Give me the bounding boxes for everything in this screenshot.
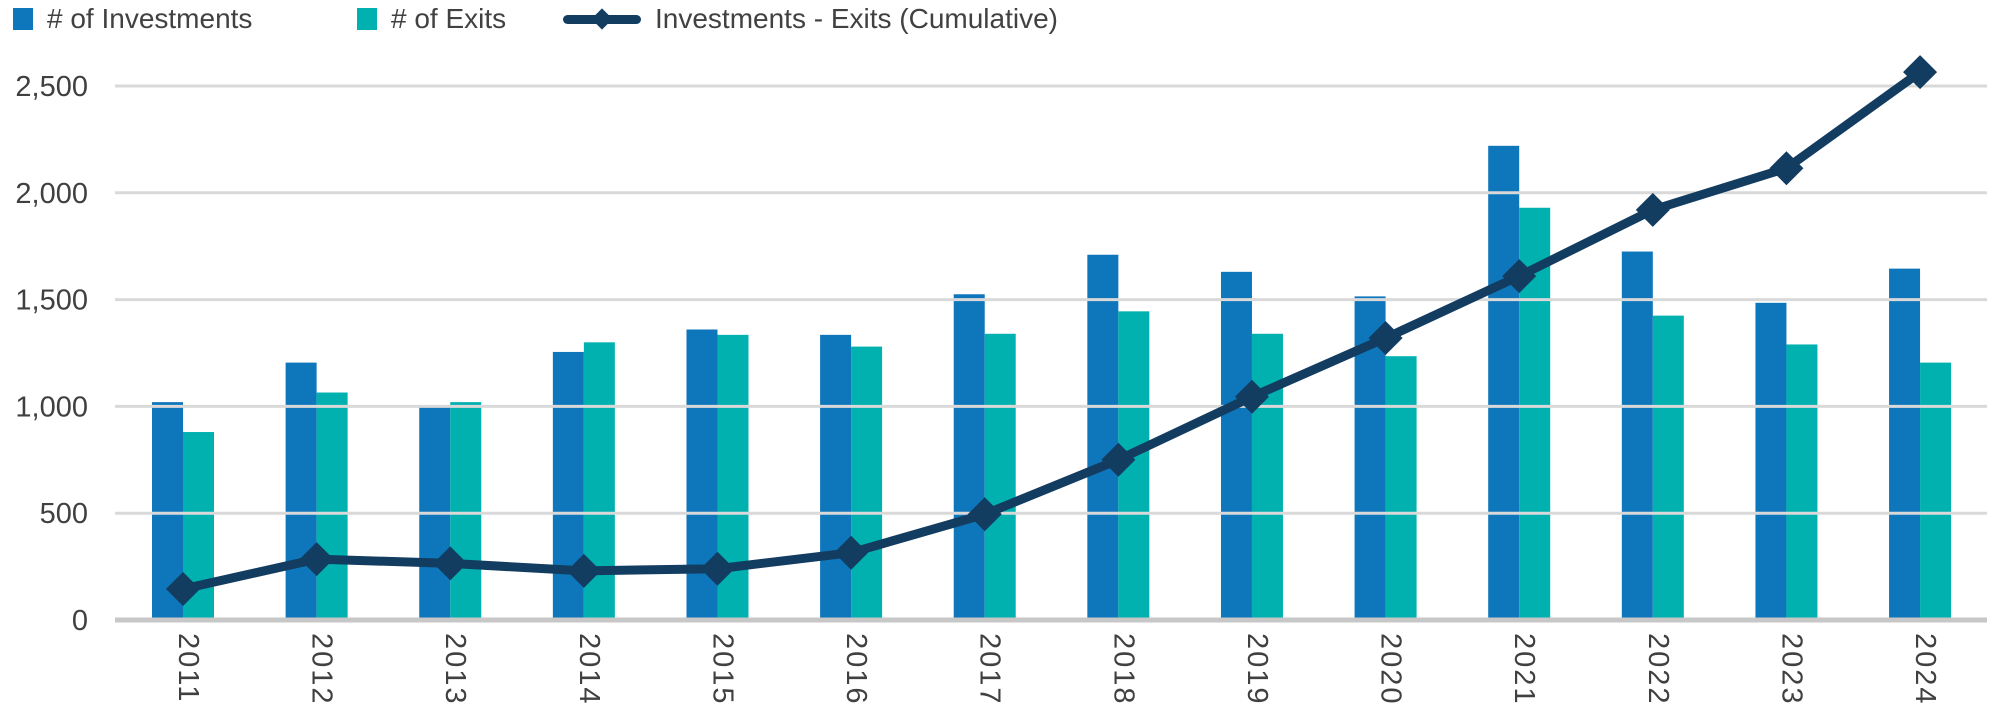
bar-investments-2018 bbox=[1087, 254, 1119, 622]
x-tick-label: 2016 bbox=[840, 633, 872, 706]
legend-label-investments: # of Investments bbox=[47, 3, 253, 34]
x-tick-label: 2011 bbox=[172, 633, 204, 703]
bar-investments-2013 bbox=[419, 407, 451, 622]
bar-investments-2019 bbox=[1220, 271, 1252, 622]
cumulative-marker bbox=[1903, 55, 1938, 90]
x-tick-label: 2023 bbox=[1775, 633, 1807, 706]
bar-exits-2020 bbox=[1385, 356, 1417, 622]
legend-item-cumulative: Investments - Exits (Cumulative) bbox=[563, 2, 1058, 36]
cumulative-marker bbox=[566, 553, 601, 588]
x-tick-label: 2020 bbox=[1375, 633, 1407, 706]
x-tick-label: 2024 bbox=[1909, 633, 1941, 706]
x-tick-label: 2018 bbox=[1107, 633, 1139, 706]
bar-exits-2012 bbox=[316, 392, 348, 622]
cumulative-marker bbox=[1635, 192, 1670, 227]
cumulative-line bbox=[178, 67, 1925, 594]
cumulative-marker bbox=[1502, 259, 1537, 294]
bar-investments-2016 bbox=[820, 334, 852, 622]
x-tick-label: 2022 bbox=[1642, 633, 1674, 706]
legend-item-investments: # of Investments bbox=[13, 2, 252, 36]
y-tick-label: 2,500 bbox=[15, 71, 88, 103]
x-tick-label: 2017 bbox=[974, 633, 1006, 706]
bar-investments-2024 bbox=[1889, 268, 1921, 622]
cumulative-marker bbox=[1234, 379, 1269, 414]
y-tick-label: 0 bbox=[72, 605, 88, 637]
cumulative-marker bbox=[1368, 321, 1403, 356]
cumulative-marker bbox=[834, 535, 869, 570]
bar-exits-2022 bbox=[1652, 315, 1684, 622]
bar-investments-2022 bbox=[1621, 251, 1653, 623]
x-tick-label: 2021 bbox=[1508, 633, 1540, 706]
y-tick-label: 1,500 bbox=[15, 285, 88, 317]
bar-investments-2021 bbox=[1488, 145, 1520, 623]
cumulative-marker bbox=[967, 497, 1002, 532]
diamond-marker-icon bbox=[591, 8, 613, 30]
bar-exits-2023 bbox=[1786, 344, 1818, 622]
x-tick-label: 2012 bbox=[306, 633, 338, 706]
bar-investments-2012 bbox=[285, 362, 317, 622]
x-tick-label: 2013 bbox=[439, 633, 471, 706]
bar-investments-2017 bbox=[953, 294, 985, 622]
y-tick-label: 2,000 bbox=[15, 178, 88, 210]
bar-exits-2024 bbox=[1920, 362, 1952, 622]
y-tick-label: 500 bbox=[40, 498, 88, 530]
cumulative-marker bbox=[1769, 151, 1804, 186]
bar-exits-2019 bbox=[1251, 333, 1283, 622]
bar-exits-2017 bbox=[984, 333, 1016, 622]
bar-investments-2023 bbox=[1755, 302, 1787, 622]
chart-legend: # of Investments # of Exits Investments … bbox=[0, 2, 2000, 38]
legend-label-exits: # of Exits bbox=[391, 3, 507, 34]
cumulative-marker bbox=[166, 572, 200, 607]
cumulative-marker bbox=[433, 546, 468, 581]
legend-item-exits: # of Exits bbox=[357, 2, 506, 36]
cumulative-marker bbox=[700, 551, 735, 586]
x-tick-label: 2019 bbox=[1241, 633, 1273, 706]
legend-label-cumulative: Investments - Exits (Cumulative) bbox=[655, 3, 1058, 34]
x-tick-label: 2015 bbox=[706, 633, 738, 706]
exits-swatch-icon bbox=[357, 8, 377, 30]
cumulative-line-sample-icon bbox=[563, 8, 641, 30]
cumulative-marker bbox=[1101, 442, 1136, 477]
cumulative-marker bbox=[299, 542, 334, 577]
investments-swatch-icon bbox=[13, 8, 33, 30]
bar-exits-2016 bbox=[851, 346, 883, 622]
y-tick-label: 1,000 bbox=[15, 391, 88, 423]
x-tick-label: 2014 bbox=[573, 633, 605, 706]
